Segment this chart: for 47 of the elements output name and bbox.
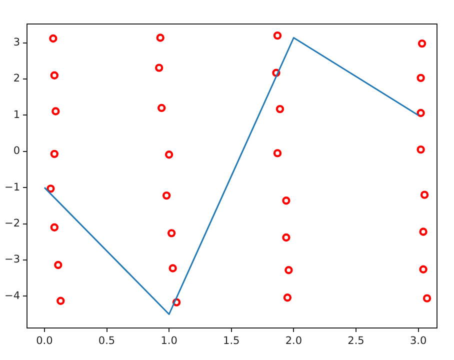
point xyxy=(172,298,181,306)
point xyxy=(282,196,290,205)
point xyxy=(168,264,177,272)
x-tick-label: 2.5 xyxy=(348,335,364,348)
point xyxy=(52,107,60,116)
point xyxy=(167,229,176,238)
x-tick-label: 3.0 xyxy=(410,335,427,348)
point xyxy=(46,184,55,193)
point xyxy=(283,294,292,302)
x-tick-label: 0.5 xyxy=(98,335,116,348)
point xyxy=(56,296,65,305)
y-tick-label: −2 xyxy=(4,218,20,230)
point xyxy=(273,149,282,158)
point xyxy=(419,265,428,274)
point xyxy=(157,104,166,112)
point xyxy=(50,223,59,232)
y-tick-label: 1 xyxy=(13,108,20,121)
point xyxy=(416,108,425,118)
x-tick-label: 0.0 xyxy=(36,335,53,348)
y-tick-label: −4 xyxy=(4,290,20,302)
point xyxy=(422,294,432,302)
point xyxy=(156,34,164,42)
point xyxy=(419,228,428,236)
point xyxy=(50,150,59,158)
point xyxy=(164,150,174,159)
point xyxy=(420,190,429,199)
x-tick-label: 2.0 xyxy=(285,335,302,348)
point xyxy=(162,191,171,200)
point xyxy=(418,39,426,48)
y-tick-label: 0 xyxy=(13,145,20,158)
y-tick-label: 2 xyxy=(13,72,20,85)
point xyxy=(276,104,284,114)
point xyxy=(155,64,164,72)
point xyxy=(54,260,62,270)
point xyxy=(416,74,425,82)
point xyxy=(49,34,58,43)
point xyxy=(284,266,293,274)
x-tick-label: 1.0 xyxy=(160,335,178,348)
point xyxy=(50,71,59,80)
point xyxy=(416,145,425,154)
x-tick-label: 1.5 xyxy=(223,335,240,348)
y-tick-label: 3 xyxy=(13,36,20,49)
point xyxy=(272,68,280,77)
y-tick-label: −1 xyxy=(4,181,20,194)
point xyxy=(282,233,290,242)
point xyxy=(273,31,282,40)
y-tick-label: −3 xyxy=(4,254,20,266)
